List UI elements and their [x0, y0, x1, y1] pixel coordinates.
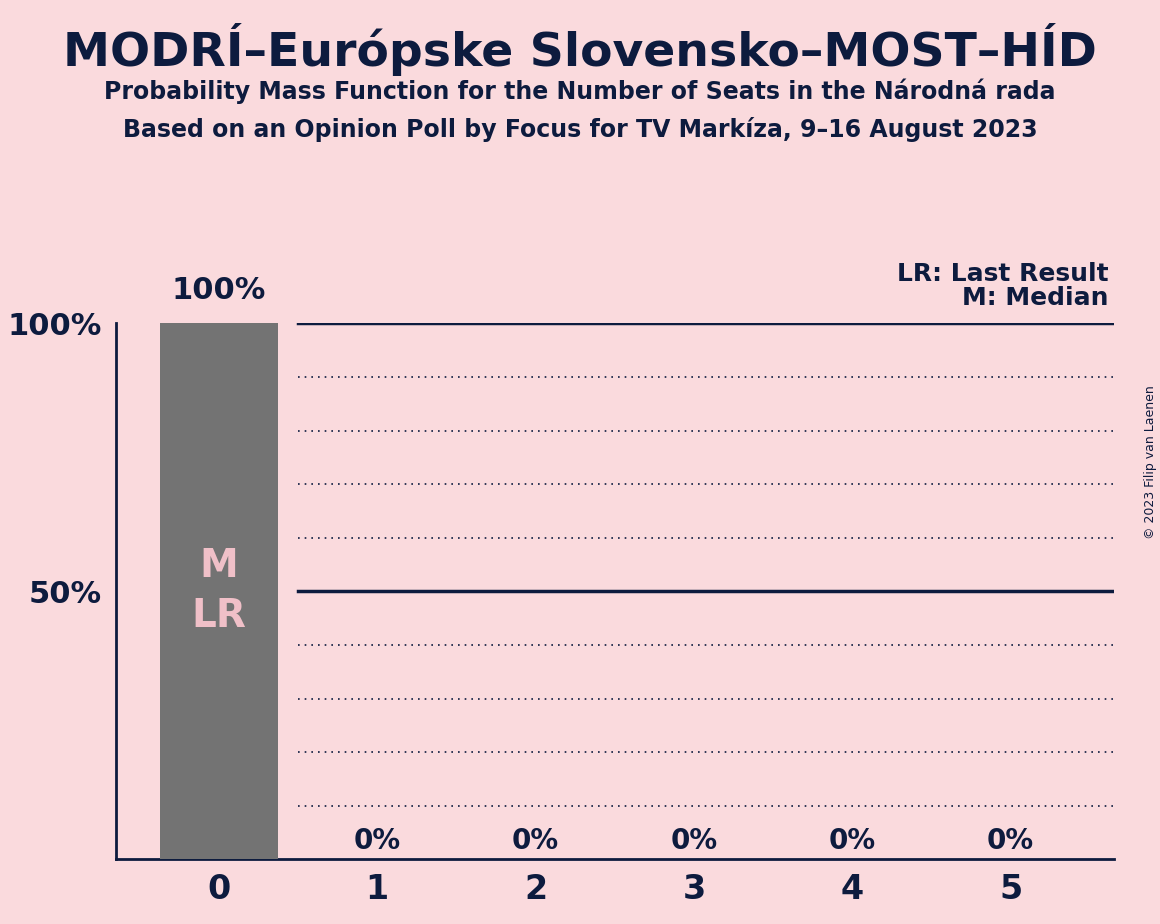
Bar	[160, 323, 278, 859]
Text: 0%: 0%	[354, 827, 401, 855]
Text: MODRÍ–Európske Slovensko–MOST–HÍD: MODRÍ–Európske Slovensko–MOST–HÍD	[63, 23, 1097, 76]
Text: 0%: 0%	[512, 827, 559, 855]
Text: Probability Mass Function for the Number of Seats in the Národná rada: Probability Mass Function for the Number…	[104, 79, 1056, 104]
Text: 0%: 0%	[987, 827, 1035, 855]
Text: M: Median: M: Median	[963, 286, 1109, 310]
Text: 0%: 0%	[828, 827, 876, 855]
Text: M
LR: M LR	[191, 547, 246, 636]
Text: 0%: 0%	[670, 827, 718, 855]
Text: LR: Last Result: LR: Last Result	[897, 261, 1109, 286]
Text: © 2023 Filip van Laenen: © 2023 Filip van Laenen	[1144, 385, 1158, 539]
Text: Based on an Opinion Poll by Focus for TV Markíza, 9–16 August 2023: Based on an Opinion Poll by Focus for TV…	[123, 117, 1037, 142]
Text: 100%: 100%	[172, 275, 266, 305]
